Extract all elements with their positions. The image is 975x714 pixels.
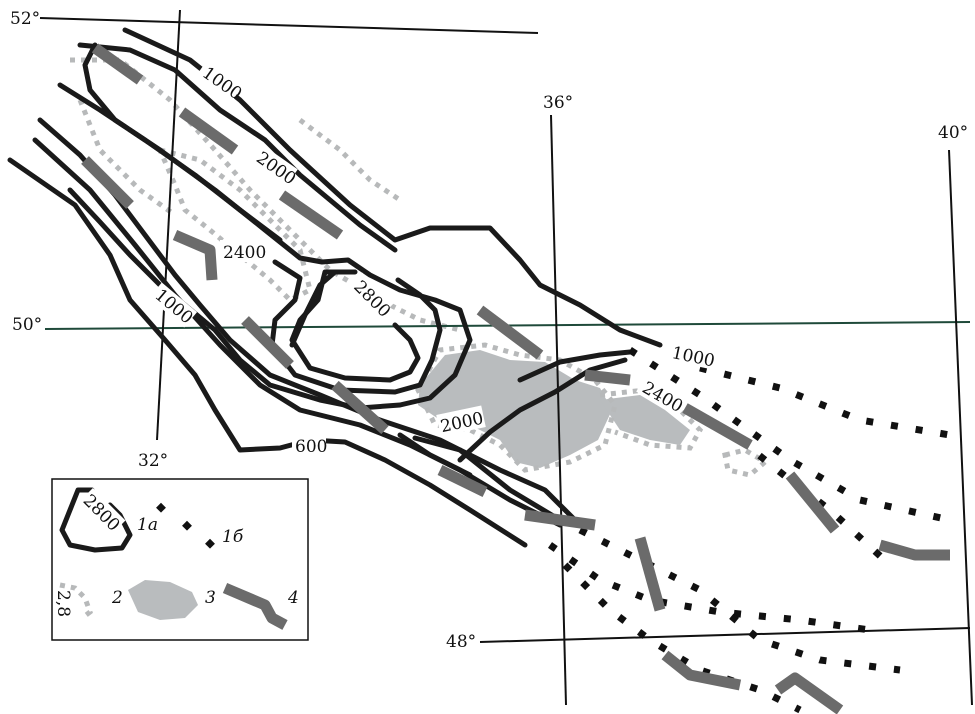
zone-stroke-10 bbox=[682, 403, 753, 450]
legend-label-2: 2 bbox=[111, 588, 123, 608]
legend-isoline-sample bbox=[59, 487, 133, 553]
legend-grey-area-sample bbox=[128, 580, 198, 620]
zone-stroke-12 bbox=[524, 509, 596, 531]
isoline-2800 bbox=[289, 269, 421, 383]
zone-strokes bbox=[81, 43, 950, 714]
grey-dotted-outline-central bbox=[415, 342, 618, 473]
legend-grey-dotted-sample bbox=[59, 582, 93, 620]
zone-stroke-5 bbox=[172, 229, 218, 281]
grey-dotted-outline-nw4 bbox=[298, 118, 402, 203]
dotted-line-5 bbox=[578, 526, 901, 674]
isoline-2800-inner bbox=[289, 269, 338, 348]
isoline-east-branch2 bbox=[397, 432, 473, 478]
dotted-line-6 bbox=[737, 437, 893, 568]
zone-stroke-13 bbox=[634, 536, 666, 612]
grey-dotted-outline-east2 bbox=[722, 447, 770, 478]
grey-area-east bbox=[600, 395, 690, 445]
grey-area-fields bbox=[70, 57, 770, 478]
zone-stroke-7 bbox=[331, 380, 389, 435]
legend-value-2: 2,8 bbox=[53, 590, 73, 617]
lon-32-line bbox=[156, 9, 181, 441]
zone-stroke-1 bbox=[91, 43, 144, 85]
legend-dot-1 bbox=[156, 502, 166, 513]
grey-area-central bbox=[418, 350, 612, 468]
zone-stroke-9 bbox=[584, 369, 631, 386]
dotted-isolines bbox=[547, 347, 951, 714]
lat-48-line bbox=[479, 627, 971, 643]
isoline-east-branch bbox=[457, 357, 628, 463]
zone-stroke-3 bbox=[278, 190, 344, 240]
isoline-2000-upper bbox=[77, 42, 398, 253]
zone-stroke-16 bbox=[661, 650, 742, 691]
zone-stroke-17 bbox=[774, 672, 844, 714]
lat-48-label: 48° bbox=[446, 632, 476, 652]
dotted-line-1 bbox=[699, 364, 951, 439]
isoline-600 bbox=[7, 157, 528, 548]
isolines bbox=[7, 27, 663, 548]
isoline-2000-mid bbox=[57, 82, 283, 243]
zone-stroke-6 bbox=[241, 316, 294, 369]
contour-label-2400: 2400 bbox=[223, 243, 266, 263]
legend-label-3: 3 bbox=[205, 588, 216, 608]
legend-label-4: 4 bbox=[287, 588, 299, 608]
lon-36-label: 36° bbox=[543, 93, 573, 113]
contour-label-600: 600 bbox=[295, 437, 327, 457]
coordinate-labels: 52° 50° 48° 32° 36° 40° bbox=[10, 9, 968, 652]
isoline-2400 bbox=[269, 259, 443, 395]
zone-stroke-11 bbox=[437, 465, 488, 497]
dotted-line-4 bbox=[562, 562, 802, 714]
lat-50-label: 50° bbox=[12, 315, 42, 335]
lon-32-label: 32° bbox=[138, 451, 168, 471]
zone-stroke-15 bbox=[878, 539, 950, 561]
isoline-east-branch3 bbox=[517, 349, 633, 383]
dotted-line-3 bbox=[547, 542, 871, 634]
zone-stroke-14 bbox=[785, 471, 840, 534]
lat-52-label: 52° bbox=[10, 9, 40, 29]
zone-stroke-8 bbox=[476, 305, 544, 360]
lon-40-label: 40° bbox=[938, 123, 968, 143]
zone-stroke-2 bbox=[178, 107, 239, 155]
lon-40-line bbox=[948, 149, 973, 706]
contour-label-1000-east: 1000 bbox=[670, 343, 716, 372]
zone-stroke-4 bbox=[81, 156, 134, 209]
isoline-2000-loop bbox=[67, 42, 473, 411]
dotted-line-2 bbox=[628, 347, 951, 524]
legend-label-1a: 1а bbox=[137, 515, 158, 535]
isoline-1000-outer bbox=[122, 27, 663, 348]
legend-zone-sample bbox=[222, 582, 288, 630]
grey-dotted-outline-nw2 bbox=[155, 146, 313, 304]
legend-label-1b: 1б bbox=[222, 527, 244, 547]
isoline-2000-east bbox=[412, 435, 563, 523]
legend: 2800 1а 1б 2,8 2 3 4 bbox=[51, 478, 309, 641]
lon-36-line bbox=[550, 114, 567, 706]
grey-dotted-outline-nw3 bbox=[77, 99, 177, 218]
lat-52-line bbox=[39, 17, 539, 34]
